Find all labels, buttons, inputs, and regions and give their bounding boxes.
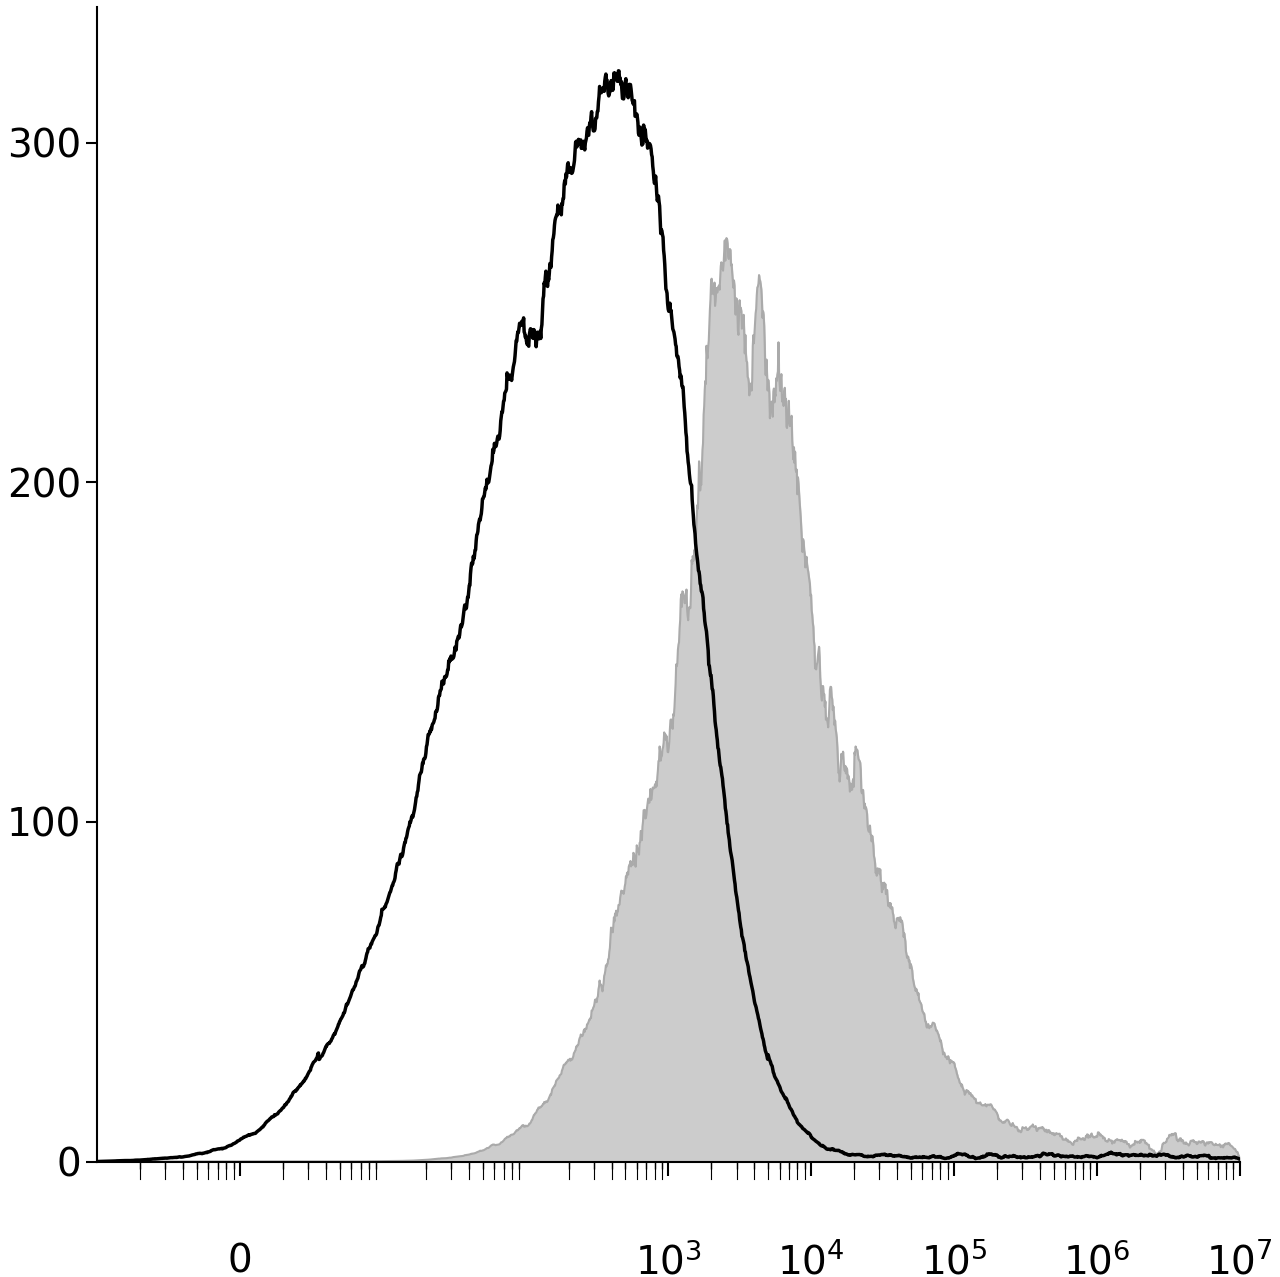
Text: $10^{7}$: $10^{7}$: [1206, 1243, 1274, 1277]
Text: $10^{3}$: $10^{3}$: [635, 1243, 701, 1277]
Text: $10^{4}$: $10^{4}$: [777, 1243, 845, 1277]
Text: $10^{5}$: $10^{5}$: [920, 1243, 987, 1277]
Text: $10^{6}$: $10^{6}$: [1064, 1243, 1130, 1277]
Text: 0: 0: [228, 1243, 252, 1277]
